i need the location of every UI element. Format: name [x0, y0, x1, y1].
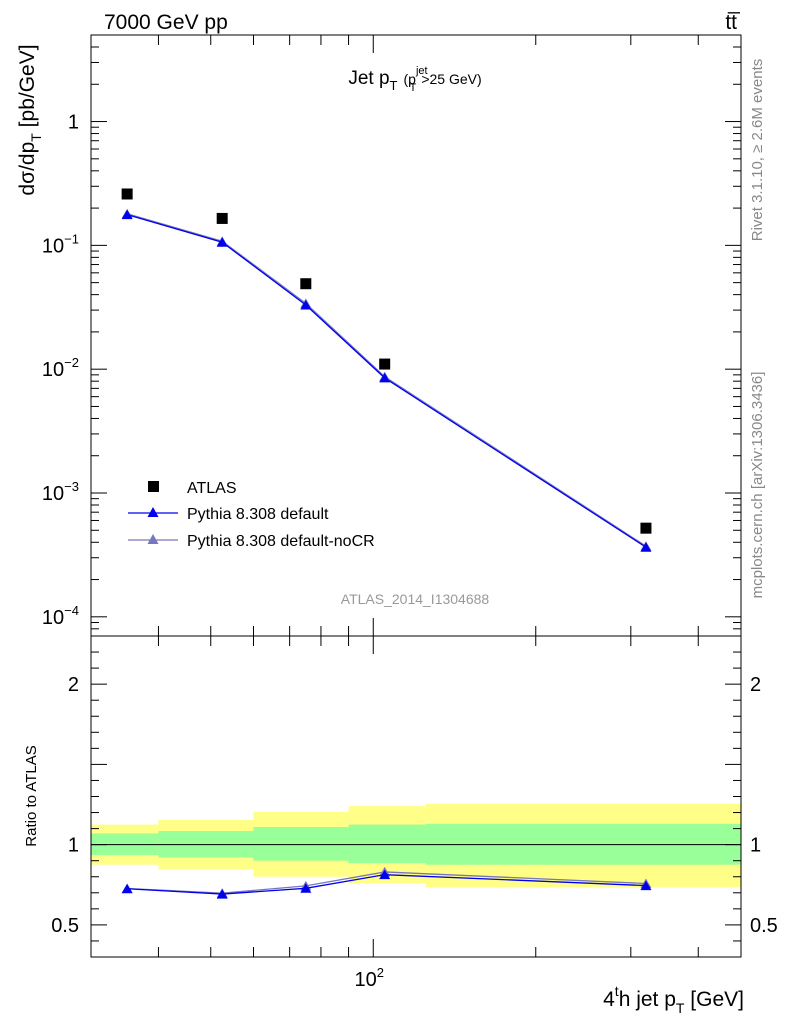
ratio-y-tick-label: 2	[68, 674, 79, 696]
mc-point-default	[121, 209, 133, 220]
header-left: 7000 GeV pp	[104, 11, 228, 34]
ratio-frame	[90, 635, 742, 958]
ratio-y-tick-label: 1	[68, 835, 79, 857]
ratio-ylabel: Ratio to ATLAS	[23, 745, 40, 846]
legend-label-default: Pythia 8.308 default	[187, 506, 329, 523]
mcplots-label: mcplots.cern.ch [arXiv:1306.3436]	[749, 372, 766, 599]
ratio-y-tick-label: 1	[750, 835, 761, 857]
data-point-atlas	[300, 278, 312, 290]
ratio-band-inner	[253, 826, 349, 861]
main-ylabel: dσ/dpT [pb/GeV]	[16, 44, 44, 195]
mc-point-default	[300, 299, 312, 310]
data-point-atlas	[640, 522, 652, 534]
legend: ATLAS Pythia 8.308 default Pythia 8.308 …	[128, 480, 375, 550]
data-point-atlas	[216, 212, 228, 224]
data-point-atlas	[379, 358, 391, 370]
x-axis-label: 4th jet pT [GeV]	[603, 983, 744, 1016]
ratio-y-tick-label: 0.5	[750, 915, 778, 937]
ratio-band-inner	[348, 824, 426, 864]
ratio-point-default	[121, 883, 133, 894]
analysis-watermark: ATLAS_2014_I1304688	[341, 591, 490, 607]
legend-label-nocr: Pythia 8.308 default-noCR	[187, 533, 375, 550]
rivet-label: Rivet 3.1.10, ≥ 2.6M events	[749, 59, 766, 242]
ratio-y-tick-label: 2	[750, 674, 761, 696]
legend-marker-atlas	[148, 481, 159, 492]
main-panel: 1 10−1 10−2 10−3 10−4	[42, 34, 742, 637]
ratio-panel: 0.5 0.5 1 1 2 2 102	[51, 635, 778, 991]
ratio-point-default	[640, 880, 652, 891]
ratio-point-default	[379, 869, 391, 880]
x-tick-label: 102	[355, 965, 384, 991]
legend-label-atlas: ATLAS	[187, 480, 237, 497]
mc-point-default	[216, 237, 228, 247]
data-point-atlas	[121, 188, 133, 200]
y-tick-label: 10−4	[42, 603, 79, 629]
ratio-y-tick-label: 0.5	[51, 915, 79, 937]
mc-point-default	[640, 542, 652, 552]
y-tick-label: 1	[68, 112, 79, 134]
legend-marker-default	[147, 507, 159, 517]
legend-marker-nocr	[147, 534, 159, 544]
mc-point-default	[379, 372, 391, 383]
ratio-point-default	[300, 883, 312, 893]
y-tick-label: 10−1	[42, 231, 79, 257]
y-tick-label: 10−2	[42, 355, 79, 381]
y-tick-label: 10−3	[42, 479, 79, 505]
chart-title: Jet pT (pjet T>25 GeV)	[348, 65, 481, 94]
header-right: tt̅	[725, 11, 741, 34]
ratio-point-default	[216, 889, 228, 899]
